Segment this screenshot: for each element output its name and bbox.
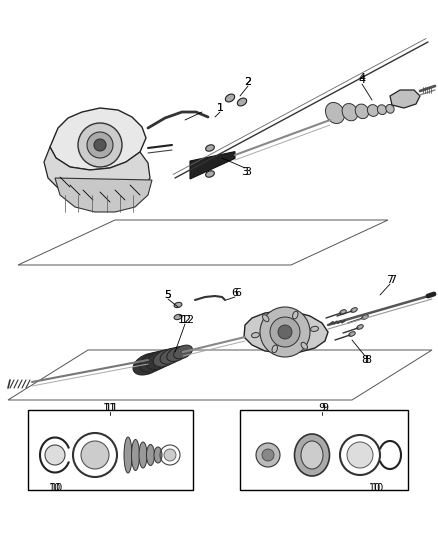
Ellipse shape xyxy=(154,447,162,463)
Ellipse shape xyxy=(294,434,329,476)
Ellipse shape xyxy=(139,442,147,468)
Circle shape xyxy=(270,317,300,347)
Ellipse shape xyxy=(174,302,182,308)
Text: 10: 10 xyxy=(49,483,61,493)
Text: 11: 11 xyxy=(103,403,117,413)
Ellipse shape xyxy=(351,308,357,312)
Text: 8: 8 xyxy=(364,355,371,365)
Text: 5: 5 xyxy=(165,290,172,300)
Text: 9: 9 xyxy=(321,403,328,413)
Polygon shape xyxy=(50,108,146,170)
Ellipse shape xyxy=(272,345,277,353)
Ellipse shape xyxy=(293,311,298,319)
Ellipse shape xyxy=(160,348,183,364)
Circle shape xyxy=(347,442,373,468)
Text: 10: 10 xyxy=(51,483,63,493)
Ellipse shape xyxy=(206,159,214,165)
Ellipse shape xyxy=(206,145,214,151)
Circle shape xyxy=(164,449,176,461)
Text: 2: 2 xyxy=(244,77,251,87)
Ellipse shape xyxy=(251,333,259,338)
Polygon shape xyxy=(190,151,235,179)
Text: 3: 3 xyxy=(244,167,251,177)
Ellipse shape xyxy=(173,345,192,359)
Text: 2: 2 xyxy=(244,77,251,87)
Text: 6: 6 xyxy=(232,288,239,298)
Circle shape xyxy=(260,307,310,357)
Text: 7: 7 xyxy=(389,275,396,285)
Text: 10: 10 xyxy=(369,483,381,493)
Bar xyxy=(28,410,193,490)
Text: 5: 5 xyxy=(165,290,172,300)
Ellipse shape xyxy=(237,98,247,106)
Ellipse shape xyxy=(340,310,346,314)
Circle shape xyxy=(262,449,274,461)
Ellipse shape xyxy=(174,314,182,320)
Ellipse shape xyxy=(362,314,368,319)
Polygon shape xyxy=(44,147,150,203)
Ellipse shape xyxy=(367,104,378,116)
Bar xyxy=(240,410,408,490)
Ellipse shape xyxy=(301,342,307,349)
Text: 6: 6 xyxy=(234,288,241,298)
Ellipse shape xyxy=(206,171,214,177)
Circle shape xyxy=(78,123,122,167)
Polygon shape xyxy=(55,178,152,212)
Text: 4: 4 xyxy=(358,75,366,85)
Text: 1: 1 xyxy=(216,103,223,113)
Text: 8: 8 xyxy=(361,355,368,365)
Ellipse shape xyxy=(225,94,235,102)
Text: 12: 12 xyxy=(178,315,192,325)
Ellipse shape xyxy=(342,103,358,121)
Ellipse shape xyxy=(167,346,187,361)
Circle shape xyxy=(87,132,113,158)
Ellipse shape xyxy=(133,353,163,375)
Text: 11: 11 xyxy=(105,403,119,413)
Ellipse shape xyxy=(349,332,355,336)
Circle shape xyxy=(278,325,292,339)
Ellipse shape xyxy=(146,445,155,465)
Circle shape xyxy=(45,445,65,465)
Ellipse shape xyxy=(131,440,139,471)
Ellipse shape xyxy=(153,349,178,367)
Circle shape xyxy=(81,441,109,469)
Ellipse shape xyxy=(357,325,363,329)
Circle shape xyxy=(256,443,280,467)
Text: 3: 3 xyxy=(241,167,248,177)
Ellipse shape xyxy=(301,441,323,469)
Text: 9: 9 xyxy=(318,403,325,413)
Ellipse shape xyxy=(386,104,394,113)
Ellipse shape xyxy=(355,104,369,119)
Text: 10: 10 xyxy=(372,483,384,493)
Ellipse shape xyxy=(146,350,173,370)
Polygon shape xyxy=(244,311,328,353)
Text: 7: 7 xyxy=(386,275,394,285)
Circle shape xyxy=(94,139,106,151)
Text: 4: 4 xyxy=(358,73,366,83)
Text: 12: 12 xyxy=(181,315,195,325)
Ellipse shape xyxy=(124,437,132,473)
Ellipse shape xyxy=(378,105,387,115)
Ellipse shape xyxy=(140,352,168,373)
Text: 1: 1 xyxy=(216,103,223,113)
Ellipse shape xyxy=(311,326,318,332)
Polygon shape xyxy=(390,90,420,108)
Ellipse shape xyxy=(262,315,269,322)
Ellipse shape xyxy=(325,102,345,124)
